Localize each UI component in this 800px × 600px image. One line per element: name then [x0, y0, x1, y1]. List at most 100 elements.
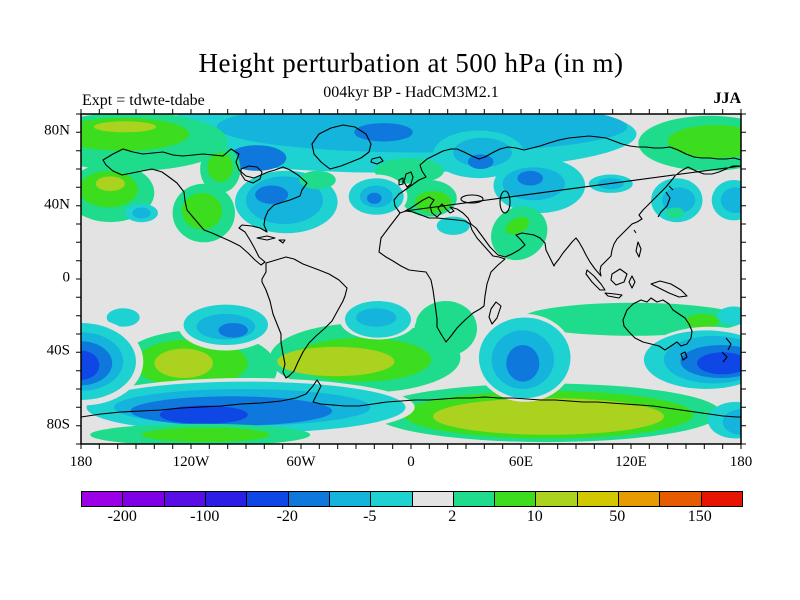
anomaly-east-antarctic-positive-band — [433, 398, 664, 435]
anomaly-baffin-positive — [207, 152, 234, 182]
map-border — [80, 113, 742, 445]
chart-subtitle: 004kyr BP - HadCM3M2.1 — [323, 84, 499, 101]
colorbar-cell — [123, 492, 165, 506]
coastline-australia — [622, 297, 693, 361]
lat-tick-label: 80N — [44, 122, 70, 139]
anomaly-dateline-20s-negative — [717, 306, 741, 325]
coastline-north-america — [102, 148, 308, 266]
chart-title: Height perturbation at 500 hPa (in m) — [198, 48, 624, 78]
anomaly-south-pacific-negative-small — [106, 308, 140, 327]
colorbar-label: -100 — [190, 508, 220, 525]
anomaly-antarctic-interior-positive — [141, 427, 270, 443]
colorbar-cell — [619, 492, 661, 506]
anomaly-east-north-america-negative — [255, 185, 289, 204]
lon-tick-label: 120W — [172, 454, 210, 470]
colorbar-label: 10 — [526, 508, 543, 525]
colorbar-label: -200 — [107, 508, 137, 525]
coastline-south-america — [261, 256, 348, 379]
coastline-antarctica — [81, 379, 741, 418]
anomaly-middle-east-positive — [491, 206, 548, 261]
anomaly-australia-positive-band — [521, 302, 741, 336]
anomaly-libya-negative — [436, 216, 470, 235]
coastline-britain-ireland — [398, 171, 414, 188]
lon-tick-label: 180 — [729, 454, 753, 470]
lat-tick-label: 0 — [62, 269, 71, 286]
coastline-new-zealand — [721, 337, 732, 363]
colorbar-cell — [412, 492, 454, 506]
lat-tick-label: 80S — [46, 416, 70, 433]
lat-tick-label: 40S — [46, 342, 70, 359]
anomaly-south-atlantic-positive-band — [277, 346, 395, 377]
colorbar-cell — [329, 492, 372, 506]
anomaly-europe-positive — [374, 158, 445, 184]
lon-tick-label: 60W — [286, 454, 316, 470]
coastline-eurasia — [393, 135, 741, 277]
colorbar-cell — [453, 492, 496, 506]
anomaly-arctic-negative — [453, 137, 512, 168]
anomaly-ne-pacific-positive — [95, 176, 125, 191]
anomaly-se-pacific-positive-band — [154, 348, 213, 378]
anomaly-central-asia-negative — [517, 170, 543, 186]
lat-tick-label: 40N — [44, 196, 70, 213]
colorbar-label: 2 — [448, 508, 457, 525]
coastlines — [81, 124, 741, 418]
colorbar-label: -5 — [363, 508, 377, 525]
anomaly-japan-negative — [662, 187, 696, 213]
colorbar-cell — [164, 492, 206, 506]
anomaly-central-south-pacific-negative — [218, 323, 248, 338]
lon-tick-label: 180 — [69, 454, 93, 470]
anomaly-south-indian-negative — [506, 345, 540, 382]
colorbar-cell — [371, 492, 413, 506]
season-label: JJA — [713, 90, 741, 107]
anomaly-newfoundland-positive — [299, 170, 336, 190]
coastline-hudson-bay — [240, 165, 263, 184]
anomaly-south-africa-positive — [414, 301, 477, 356]
colorbar-cell — [205, 492, 248, 506]
anomaly-australia-positive-band — [686, 313, 719, 329]
colorbar-label: 150 — [687, 508, 712, 525]
colorbar-cell — [495, 492, 537, 506]
anomaly-west-us-positive — [181, 192, 223, 230]
coastline-new-guinea — [650, 280, 688, 298]
anomaly-subtropical-pacific-negative — [132, 207, 151, 219]
anomaly-blobs — [81, 114, 741, 444]
colorbar-cell — [288, 492, 330, 506]
anomaly-south-atlantic-negative — [356, 308, 397, 327]
anomaly-mid-atlantic-negative — [367, 192, 382, 204]
anomaly-nw-pacific-negative — [720, 187, 741, 213]
anomaly-ross-sea-negative — [722, 409, 741, 435]
coastline-japan — [657, 185, 674, 218]
anomaly-arctic-negative — [216, 114, 628, 153]
anomaly-japan-negative — [665, 207, 685, 219]
anomaly-alaska-arctic-positive — [93, 121, 157, 133]
anomaly-east-siberia-positive — [667, 125, 741, 158]
colorbar-cell — [701, 492, 742, 506]
anomaly-middle-east-positive — [505, 217, 530, 235]
lon-tick-label: 120E — [615, 454, 647, 470]
anomaly-arctic-negative — [354, 123, 413, 142]
colorbar-cell — [660, 492, 702, 506]
colorbar-label: -20 — [276, 508, 298, 525]
coastline-africa — [378, 210, 506, 343]
anomaly-tasman-negative — [697, 352, 741, 375]
coastline-caribbean — [256, 235, 286, 244]
coastline-greenland — [311, 124, 372, 170]
lon-tick-label: 0 — [407, 454, 415, 470]
anomaly-arctic-negative — [227, 145, 287, 171]
colorbar-cell — [536, 492, 578, 506]
coastline-madagascar — [488, 301, 502, 325]
coastline-caspian-sea — [499, 190, 511, 214]
map-plot — [76, 109, 746, 449]
colorbar-cell — [82, 492, 124, 506]
coastline-southeast-asia-islands — [585, 229, 642, 299]
coastline-black-sea — [460, 194, 484, 204]
anomaly-arctic-negative — [467, 154, 494, 169]
colorbar-label: 50 — [609, 508, 626, 525]
coastline-iceland — [370, 156, 384, 165]
lon-tick-label: 60E — [508, 454, 534, 470]
map-ticks — [76, 109, 746, 449]
experiment-label: Expt = tdwte-tdabe — [82, 92, 205, 109]
colorbar — [81, 491, 743, 507]
anomaly-dateline-southern-negative — [81, 350, 100, 380]
